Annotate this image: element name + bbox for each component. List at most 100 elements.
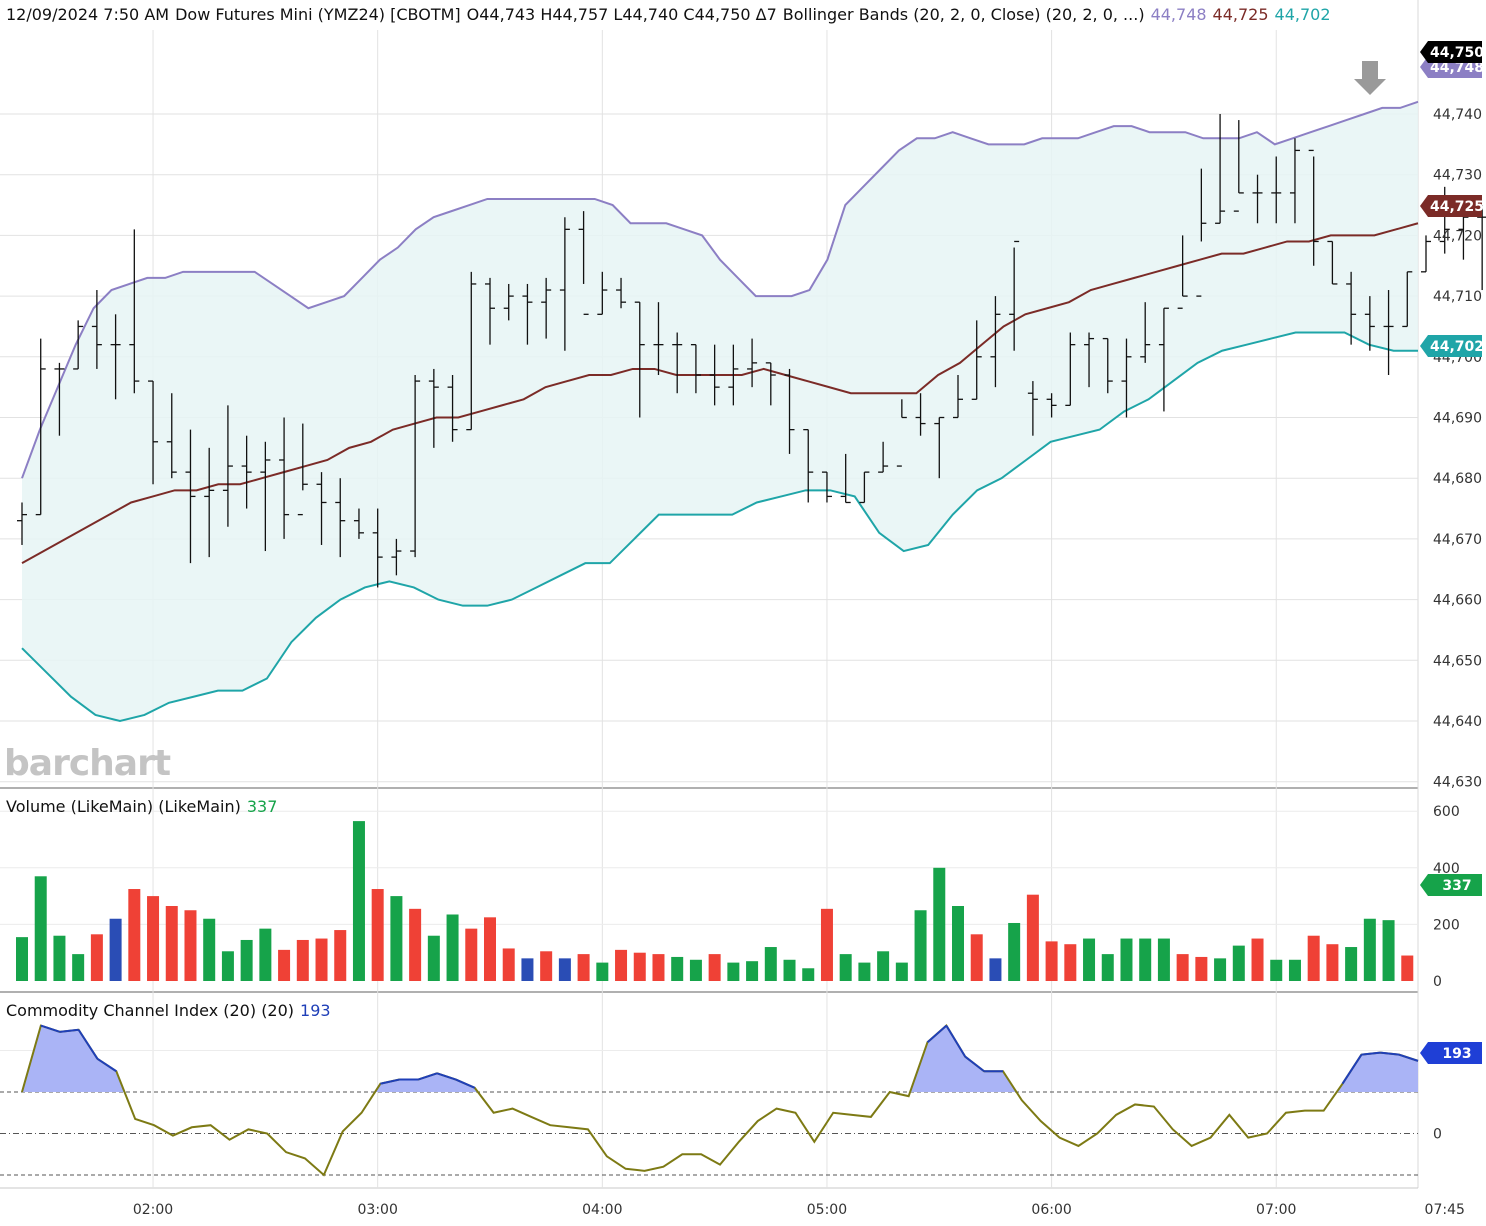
svg-text:44,748: 44,748 <box>1430 60 1484 76</box>
header-study: Bollinger Bands (20, 2, 0, Close) (20, 2… <box>783 5 1145 24</box>
lower-band-badge: 44,702 <box>1420 335 1484 357</box>
price-bar <box>653 302 664 376</box>
price-tick-label: 44,690 <box>1433 411 1482 427</box>
time-tick-label: 07:45 <box>1425 1202 1465 1218</box>
bollinger-bands <box>21 100 1419 723</box>
price-bar <box>1327 240 1338 285</box>
cci-title: Commodity Channel Index (20) (20) 193 <box>6 1001 331 1020</box>
volume-bar <box>1176 954 1189 981</box>
price-bar <box>522 283 533 345</box>
price-bar <box>765 362 776 406</box>
price-tick-label: 44,680 <box>1433 471 1482 487</box>
price-bar <box>279 417 290 539</box>
volume-bar <box>278 949 291 981</box>
cci-last-badge: 193 <box>1420 1042 1482 1064</box>
price-bar <box>1477 205 1486 291</box>
volume-bar <box>465 928 478 981</box>
volume-tick-label: 600 <box>1433 804 1460 820</box>
volume-bar <box>652 954 665 981</box>
svg-text:193: 193 <box>1442 1046 1471 1062</box>
volume-bar <box>409 908 422 981</box>
volume-bar <box>577 954 590 981</box>
volume-bar <box>558 958 571 981</box>
volume-bar <box>615 949 628 981</box>
price-bar <box>747 338 758 388</box>
volume-bar <box>221 951 234 981</box>
price-bar <box>466 271 477 431</box>
price-bar <box>241 435 252 509</box>
upper-band-line <box>21 100 1419 479</box>
axis-labels: 44,74044,73044,72044,71044,70044,69044,6… <box>133 107 1482 1218</box>
price-tick-label: 44,650 <box>1433 653 1482 669</box>
time-tick-label: 04:00 <box>582 1202 622 1218</box>
price-bar <box>597 271 608 315</box>
price-bar <box>821 471 832 503</box>
price-bar <box>222 405 233 527</box>
volume-bar <box>933 867 946 981</box>
price-bar <box>1102 337 1113 394</box>
price-bar <box>148 380 159 485</box>
time-tick-label: 03:00 <box>358 1202 398 1218</box>
price-tick-label: 44,740 <box>1433 107 1482 123</box>
volume-bar <box>746 961 759 981</box>
volume-bar <box>1401 955 1414 981</box>
price-bar <box>372 508 383 588</box>
price-bar <box>971 320 982 400</box>
price-bar <box>110 314 121 400</box>
volume-bar <box>203 918 216 981</box>
volume-bar <box>1382 920 1395 981</box>
price-bar <box>1271 156 1282 224</box>
price-bar <box>1158 307 1169 412</box>
volume-bar <box>858 962 871 981</box>
price-bar <box>391 538 402 576</box>
volume-bar <box>502 948 515 981</box>
price-bar <box>1196 168 1207 297</box>
volume-bar <box>109 918 122 981</box>
time-tick-label: 02:00 <box>133 1202 173 1218</box>
price-bar <box>485 277 495 345</box>
volume-bar <box>914 910 927 981</box>
price-bar <box>728 344 739 406</box>
volume-bar <box>671 956 684 981</box>
svg-text:337: 337 <box>1442 878 1471 894</box>
price-bar <box>990 296 1001 388</box>
volume-bar <box>1270 959 1283 981</box>
price-bar <box>503 283 514 321</box>
price-bar <box>672 332 683 394</box>
price-bar <box>1402 271 1413 328</box>
price-tick-label: 44,640 <box>1433 714 1482 730</box>
price-bar <box>541 277 552 339</box>
volume-bar <box>1008 922 1021 981</box>
down-arrow-icon <box>1354 61 1386 95</box>
volume-bar <box>839 954 852 981</box>
volume-bar <box>484 917 496 981</box>
volume-bar <box>895 962 908 981</box>
price-bar <box>91 290 102 369</box>
volume-bar <box>259 928 272 981</box>
price-bar <box>353 508 364 539</box>
time-tick-label: 05:00 <box>807 1202 847 1218</box>
header-upper-value: 44,748 <box>1151 5 1207 24</box>
volume-bar <box>315 938 328 981</box>
price-bar <box>878 441 889 473</box>
price-bar <box>1346 271 1357 345</box>
price-bar <box>1233 120 1244 212</box>
cci-tick-label: 0 <box>1433 1127 1442 1143</box>
volume-bar <box>802 968 815 981</box>
price-bar <box>185 429 196 564</box>
time-tick-label: 07:00 <box>1256 1202 1296 1218</box>
price-bar <box>129 229 140 394</box>
price-bar <box>803 428 814 503</box>
barchart-watermark: barchart <box>4 743 171 784</box>
volume-bar <box>352 821 365 981</box>
volume-bar <box>1195 956 1208 981</box>
price-bar <box>1383 290 1394 376</box>
price-bar <box>1046 393 1057 418</box>
volume-bar <box>1101 954 1114 981</box>
volume-bar <box>1026 894 1039 981</box>
volume-tick-label: 400 <box>1433 861 1460 877</box>
svg-text:44,750: 44,750 <box>1430 45 1484 61</box>
volume-bar <box>596 962 609 981</box>
